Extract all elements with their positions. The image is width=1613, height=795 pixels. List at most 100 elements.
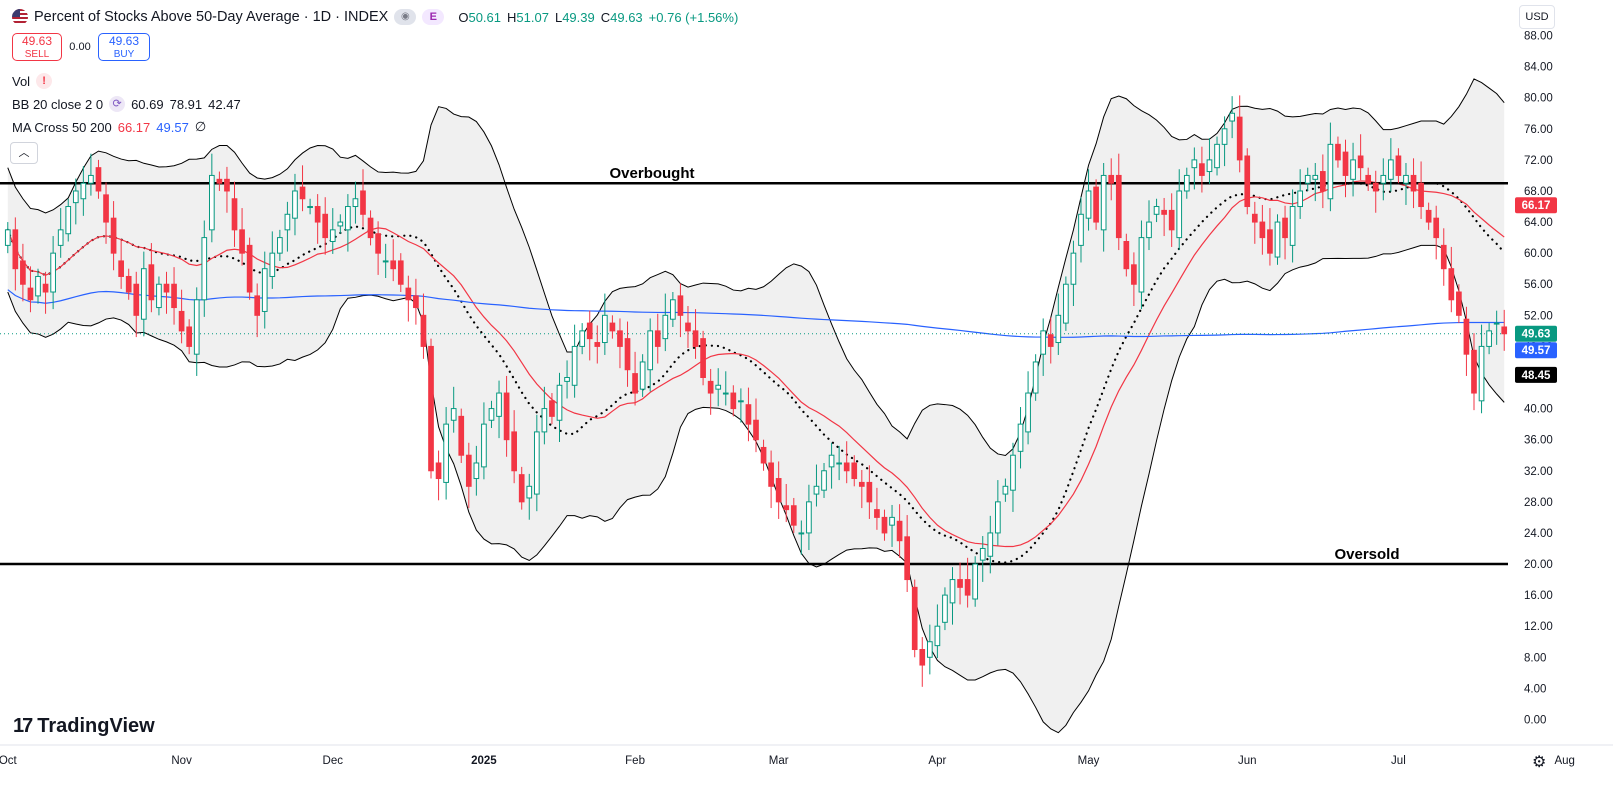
candle (738, 388, 744, 423)
candle (382, 243, 389, 279)
candle-body (670, 299, 676, 320)
candle-body (103, 194, 109, 223)
candle (1206, 138, 1213, 184)
currency-selector[interactable]: USD (1519, 5, 1555, 29)
candle-body (118, 260, 124, 277)
candle-body (1017, 423, 1024, 452)
candle-body (1183, 174, 1190, 192)
collapse-legend-button[interactable]: ︿ (10, 142, 38, 164)
candle-body (20, 260, 26, 285)
candle-body (360, 190, 366, 215)
candle (654, 313, 661, 364)
earnings-badge[interactable]: E (422, 9, 445, 25)
candle (314, 194, 321, 244)
candle-body (707, 380, 714, 394)
candle (345, 194, 351, 252)
candle (843, 441, 850, 484)
indicator-ma-cross[interactable]: MA Cross 50 200 66.17 49.57 ∅ (12, 119, 206, 135)
candle (556, 372, 563, 443)
reference-label-overbought: Overbought (610, 165, 695, 182)
x-tick-label: Jul (1391, 755, 1406, 767)
candle (465, 442, 472, 509)
indicator-vol[interactable]: Vol ! (12, 73, 53, 89)
candle (1251, 201, 1258, 244)
candle-body (277, 237, 283, 254)
candle-body (269, 252, 276, 277)
candle (1138, 220, 1145, 310)
candle-body (662, 314, 669, 340)
candle-body (783, 505, 790, 511)
candle-body (1486, 330, 1492, 347)
candle (503, 375, 510, 457)
candle-body (1440, 244, 1447, 270)
candle (193, 287, 200, 376)
candle-body (224, 178, 230, 192)
warning-icon[interactable]: ! (36, 73, 53, 89)
candle-body (1327, 143, 1334, 200)
candle (1093, 179, 1099, 230)
candle-body (1229, 112, 1235, 122)
candle-body (926, 641, 933, 658)
candle-body (27, 287, 34, 301)
ohlc-key: O (458, 9, 469, 25)
x-tick-label: Jun (1238, 755, 1257, 767)
candle-body (72, 190, 79, 204)
candle (874, 487, 880, 530)
visibility-icon[interactable]: ◉ (394, 9, 417, 25)
candle (790, 497, 797, 533)
candle (533, 414, 540, 512)
candle (254, 283, 261, 338)
candle-body (4, 229, 11, 246)
candle-body (1115, 174, 1122, 239)
candle-body (231, 198, 238, 231)
candle-body (1176, 190, 1183, 239)
candle (1055, 293, 1062, 355)
refresh-icon[interactable]: ⟳ (109, 96, 126, 112)
indicator-bb[interactable]: BB 20 close 2 0 ⟳ 60.69 78.91 42.47 (12, 96, 241, 112)
candle (617, 318, 623, 369)
candle (1478, 324, 1485, 414)
candle (1304, 167, 1311, 191)
candle-body (715, 384, 722, 390)
candle-body (1244, 155, 1251, 208)
sell-label: SELL (24, 49, 50, 60)
candle (1380, 158, 1387, 201)
candle (919, 637, 926, 687)
y-tick-label: 24.00 (1524, 528, 1553, 540)
candle (1244, 148, 1251, 215)
candle-body (80, 182, 87, 200)
candle-body (722, 392, 729, 395)
candle (1410, 158, 1417, 209)
candle (692, 309, 699, 359)
candle (571, 324, 578, 398)
candle (964, 557, 971, 608)
candle-body (1350, 159, 1356, 180)
candle (579, 323, 586, 355)
candle-body (1478, 345, 1485, 402)
candle-body (35, 275, 41, 297)
candle (390, 239, 397, 282)
candle-body (1425, 209, 1432, 223)
candle (1214, 136, 1220, 176)
candle (926, 624, 933, 675)
candle (1002, 478, 1009, 502)
sell-button[interactable]: 49.63 SELL (12, 33, 62, 61)
candle (896, 504, 903, 558)
candle-body (307, 206, 313, 209)
candle (367, 210, 374, 246)
candle (224, 166, 230, 213)
buy-button[interactable]: 49.63 BUY (98, 33, 150, 61)
candle (715, 368, 722, 407)
gear-icon[interactable]: ⚙ (1532, 754, 1547, 771)
candle-body (594, 342, 601, 347)
candle (473, 445, 480, 496)
candle-body (1063, 283, 1069, 324)
symbol-title[interactable]: Percent of Stocks Above 50-Day Average ·… (34, 9, 389, 25)
candle-body (1471, 349, 1477, 394)
bb-basis-value: 60.69 (131, 96, 164, 112)
candle (269, 231, 276, 289)
candle-body (760, 446, 767, 464)
candle-body (843, 462, 850, 472)
y-tick-label: 16.00 (1524, 590, 1553, 602)
